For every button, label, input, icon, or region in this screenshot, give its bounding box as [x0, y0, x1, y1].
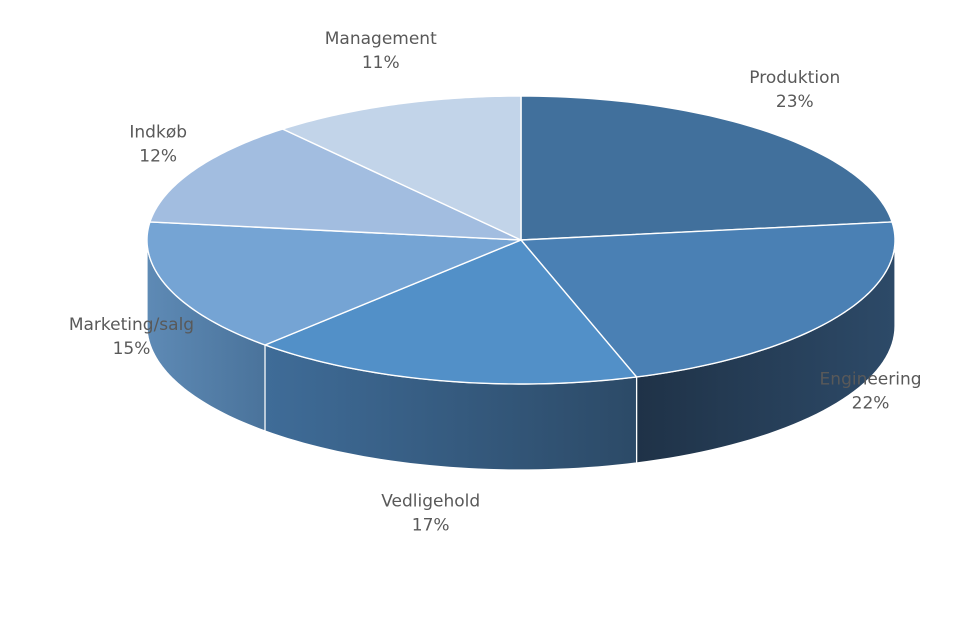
label-marketing-salg: Marketing/salg — [69, 315, 194, 335]
pie-slice-indk-b — [149, 128, 522, 241]
value-label-marketing-salg: 15% — [113, 339, 151, 359]
pie-slice-vedligehold — [264, 239, 638, 385]
label-engineering: Engineering — [820, 369, 922, 389]
label-produktion: Produktion — [749, 68, 840, 88]
value-label-produktion: 23% — [776, 92, 814, 112]
value-label-vedligehold: 17% — [412, 515, 450, 535]
pie-slice-management — [281, 95, 522, 241]
label-indk-b: Indkøb — [129, 123, 187, 143]
value-label-indk-b: 12% — [139, 147, 177, 167]
pie-slice-engineering — [520, 221, 896, 378]
value-label-engineering: 22% — [852, 393, 890, 413]
label-vedligehold: Vedligehold — [381, 491, 480, 511]
value-label-management: 11% — [362, 53, 400, 73]
pie-sides — [146, 239, 896, 471]
pie-labels: Produktion 23% Engineering 22% Vedligehold 17… — [69, 29, 922, 535]
label-management: Management — [325, 29, 437, 49]
pie-slice-marketing-salg — [146, 221, 522, 346]
pie-top — [146, 95, 896, 385]
pie-slice-produktion — [520, 95, 893, 241]
